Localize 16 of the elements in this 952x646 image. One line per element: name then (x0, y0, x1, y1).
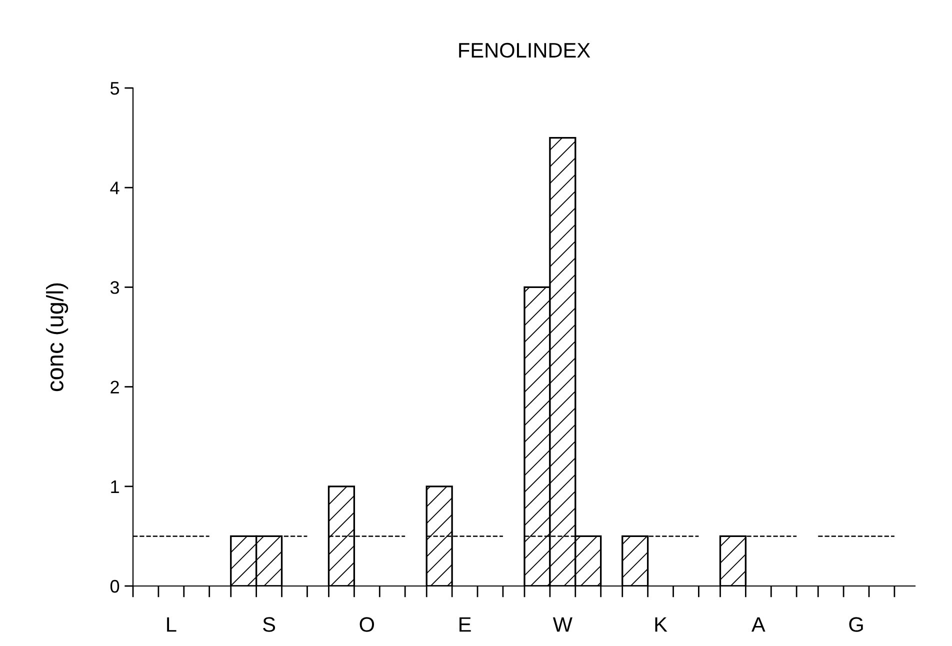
y-tick-label: 5 (110, 82, 120, 95)
x-tick-label: S (263, 617, 276, 632)
y-tick-label: 1 (111, 480, 119, 493)
y-tick-label: 4 (110, 182, 120, 194)
x-tick-label: W (552, 617, 572, 632)
y-tick-label: 2 (110, 380, 119, 394)
x-tick-label: O (360, 617, 374, 632)
x-tick-label: E (460, 617, 471, 632)
y-axis-title: conc (ug/l) (46, 283, 68, 392)
chart-title: FENOLINDEX (459, 42, 590, 58)
x-tick-label: G (849, 617, 863, 632)
x-tick-label: A (752, 617, 766, 632)
x-tick-label: K (655, 617, 668, 632)
y-tick-label: 0 (110, 580, 120, 593)
y-tick-label: 3 (110, 281, 120, 294)
x-tick-label: L (167, 617, 176, 632)
